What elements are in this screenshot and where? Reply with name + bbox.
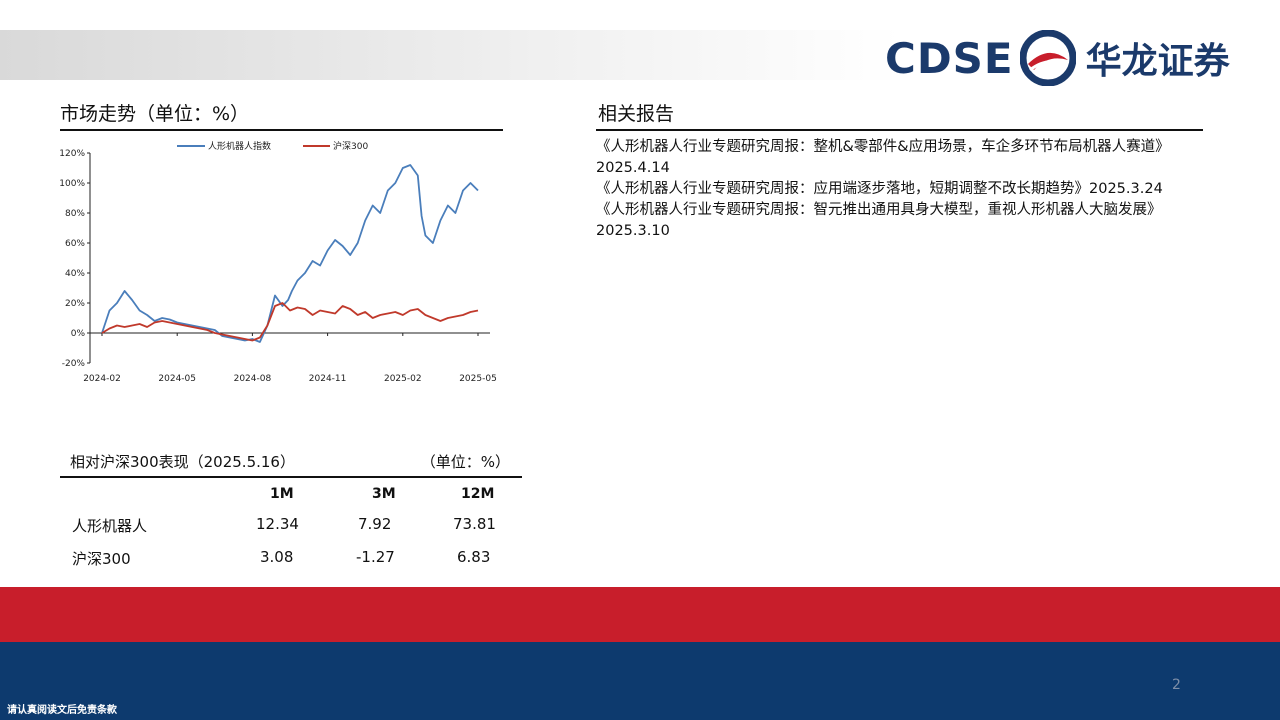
x-tick-label: 2025-02	[384, 374, 422, 384]
x-tick-label: 2024-05	[158, 374, 196, 384]
cell-1m: 3.08	[260, 548, 294, 566]
series-line-robot-index	[101, 164, 479, 343]
performance-caption-unit: （单位：%）	[420, 453, 510, 471]
y-tick-label: 60%	[65, 239, 85, 249]
reports-title-rule	[596, 129, 1203, 131]
y-tick-label: 40%	[65, 269, 85, 279]
market-title: 市场走势（单位：%）	[60, 103, 250, 125]
performance-caption-title: 相对沪深300表现（2025.5.16）	[70, 453, 295, 471]
footer-blue-band	[0, 642, 1280, 720]
cell-1m: 12.34	[256, 515, 299, 533]
x-tick-label: 2025-05	[459, 374, 497, 384]
report-link[interactable]: 《人形机器人行业专题研究周报：智元推出通用具身大模型，重视人形机器人大脑发展》2…	[596, 202, 1162, 239]
page-number: 2	[1172, 677, 1181, 693]
report-link[interactable]: 《人形机器人行业专题研究周报：整机&零部件&应用场景，车企多环节布局机器人赛道》…	[596, 139, 1170, 176]
table-row: 沪深300 3.08 -1.27 6.83	[60, 548, 522, 568]
x-tick-label: 2024-11	[309, 374, 347, 384]
y-tick-label: 120%	[60, 149, 85, 159]
cell-12m: 6.83	[457, 548, 491, 566]
logo-chinese: 华龙证券	[1085, 41, 1230, 82]
col-header-12m: 12M	[461, 486, 495, 502]
y-tick-label: 80%	[65, 209, 85, 219]
performance-caption: 相对沪深300表现（2025.5.16） （单位：%）	[70, 451, 510, 472]
related-reports-list: 《人形机器人行业专题研究周报：整机&零部件&应用场景，车企多环节布局机器人赛道》…	[596, 137, 1196, 242]
y-tick-label: 100%	[60, 179, 85, 189]
company-logo: CDSE 华龙证券	[885, 28, 1230, 88]
x-tick-label: 2024-02	[83, 374, 121, 384]
series-line-hs300	[101, 302, 479, 342]
col-header-3m: 3M	[372, 486, 396, 502]
footer-red-band	[0, 587, 1280, 642]
y-tick-label: 20%	[65, 299, 85, 309]
x-tick-label: 2024-08	[234, 374, 272, 384]
chart-legend: 人形机器人指数 沪深300	[177, 140, 368, 152]
report-link[interactable]: 《人形机器人行业专题研究周报：应用端逐步落地，短期调整不改长期趋势》2025.3…	[596, 181, 1163, 197]
table-row: 人形机器人 12.34 7.92 73.81	[60, 515, 522, 535]
reports-title: 相关报告	[598, 103, 675, 125]
table-header-row: 1M 3M 12M	[60, 486, 522, 506]
cell-3m: 7.92	[358, 515, 392, 533]
logo-english: CDSE	[885, 33, 1014, 83]
row-label: 人形机器人	[72, 517, 148, 535]
market-trend-chart: 人形机器人指数 沪深300 120% 100% 80% 60% 40% 20% 0% -20%…	[60, 140, 497, 384]
dragon-emblem-icon	[1019, 30, 1076, 86]
cell-3m: -1.27	[356, 548, 395, 566]
row-label: 沪深300	[72, 550, 131, 568]
header-gradient-bar	[0, 30, 900, 80]
y-tick-label: -20%	[62, 359, 86, 369]
y-tick-label: 0%	[71, 329, 86, 339]
legend-label-hs300: 沪深300	[333, 140, 368, 152]
col-header-1m: 1M	[270, 486, 294, 502]
disclaimer-link[interactable]: 请认真阅读文后免责条款	[7, 705, 117, 716]
market-title-rule	[60, 129, 503, 131]
table-top-rule	[60, 476, 522, 478]
cell-12m: 73.81	[453, 515, 496, 533]
legend-label-robot: 人形机器人指数	[208, 140, 271, 152]
